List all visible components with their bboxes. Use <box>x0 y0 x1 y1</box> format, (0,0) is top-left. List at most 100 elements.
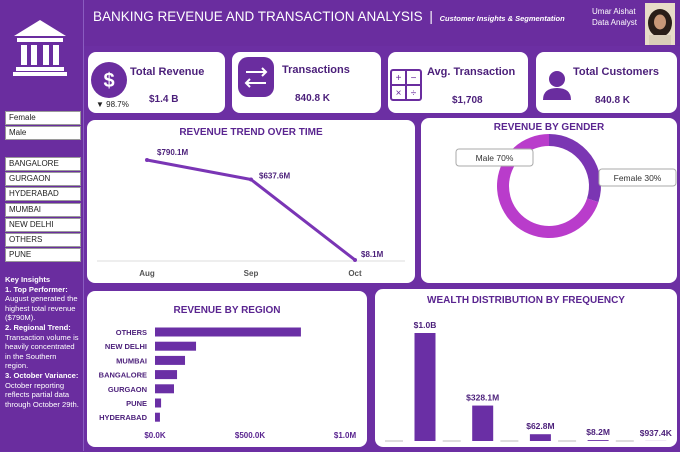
insight-heading: 2. Regional Trend: <box>5 323 71 332</box>
kpi-icon: +−× ÷ <box>390 69 422 101</box>
user-name: Umar Aishat <box>592 6 637 17</box>
avatar <box>645 3 675 45</box>
kpi-icon <box>238 57 274 97</box>
bar <box>472 406 493 441</box>
data-label: $8.2M <box>586 427 610 437</box>
point <box>353 258 357 262</box>
bar <box>155 342 196 351</box>
data-label: Female 30% <box>614 173 662 183</box>
gender-option[interactable]: Male <box>5 126 81 140</box>
x-tick-label: $0.0K <box>144 431 166 440</box>
y-tick-label: OTHERS <box>116 328 147 337</box>
bar <box>155 399 161 408</box>
city-option[interactable]: NEW DELHI <box>5 218 81 232</box>
y-tick-label: MUMBAI <box>116 356 147 365</box>
chart-card: WEALTH DISTRIBUTION BY FREQUENCY $1.0B $3… <box>375 289 677 447</box>
y-tick-label: HYDERABAD <box>99 413 148 422</box>
kpi-card: Transactions 840.8 K <box>232 52 381 113</box>
kpi-value: $1.4 B <box>149 94 178 105</box>
insight-text: October reporting reflects partial data … <box>5 381 79 409</box>
line-chart: REVENUE TREND OVER TIME $790.1M Aug $637.6… <box>87 120 415 283</box>
chart-title: WEALTH DISTRIBUTION BY FREQUENCY <box>427 295 625 306</box>
insight-heading: 1. Top Performer: <box>5 285 68 294</box>
bar <box>588 440 609 441</box>
chart-card: REVENUE BY REGION OTHERS NEW DELHI MUMBAI B… <box>87 291 367 447</box>
insights: Key Insights 1. Top Performer: August ge… <box>5 275 81 409</box>
data-label: $62.8M <box>526 421 554 431</box>
gender-option[interactable]: Female <box>5 111 81 125</box>
x-tick-label: $1.0M <box>334 431 357 440</box>
x-tick-label: Sep <box>244 269 259 278</box>
data-label: $8.1M <box>361 250 384 259</box>
city-option[interactable]: GURGAON <box>5 172 81 186</box>
city-option[interactable]: OTHERS <box>5 233 81 247</box>
svg-text:$: $ <box>103 70 114 92</box>
kpi-value: $1,708 <box>452 95 483 106</box>
bar <box>155 370 177 379</box>
kpi-label: Total Customers <box>573 66 659 78</box>
data-label: $328.1M <box>466 393 499 403</box>
insight-text: Transaction volume is heavily concentrat… <box>5 333 79 371</box>
header-title: BANKING REVENUE AND TRANSACTION ANALYSIS <box>93 9 423 24</box>
bar <box>155 356 185 365</box>
chart-title: REVENUE BY REGION <box>173 305 280 316</box>
kpi-icon: $ <box>90 61 128 99</box>
donut-chart: REVENUE BY GENDER Male 70% Female 30% <box>421 118 677 283</box>
header-subtitle: Customer Insights & Segmentation <box>440 14 565 23</box>
data-label: Male 70% <box>476 153 514 163</box>
chart-card: REVENUE BY GENDER Male 70% Female 30% <box>421 118 677 283</box>
svg-text:÷: ÷ <box>411 88 417 99</box>
kpi-change: ▼ 98.7% <box>96 100 129 109</box>
bar <box>155 413 160 422</box>
insight: 1. Top Performer: August generated the h… <box>5 285 81 323</box>
city-option[interactable]: MUMBAI <box>5 203 81 217</box>
svg-text:+: + <box>396 73 402 84</box>
city-option[interactable]: BANGALORE <box>5 157 81 171</box>
chart-title: REVENUE BY GENDER <box>494 122 605 133</box>
y-tick-label: NEW DELHI <box>105 342 147 351</box>
x-tick-label: Oct <box>348 269 362 278</box>
insight: 3. October Variance: October reporting r… <box>5 371 81 409</box>
y-tick-label: PUNE <box>126 399 147 408</box>
bank-icon <box>12 18 68 76</box>
kpi-value: 840.8 K <box>295 93 330 104</box>
kpi-card: Total Customers 840.8 K <box>536 52 677 113</box>
y-tick-label: GURGAON <box>108 385 147 394</box>
city-option[interactable]: PUNE <box>5 248 81 262</box>
point <box>145 158 149 162</box>
data-label: $790.1M <box>157 148 188 157</box>
bar <box>415 333 436 441</box>
city-option[interactable]: HYDERABAD <box>5 187 81 201</box>
chart-card: REVENUE TREND OVER TIME $790.1M Aug $637.6… <box>87 120 415 283</box>
user-info: Umar Aishat Data Analyst <box>592 6 637 28</box>
kpi-label: Transactions <box>282 64 350 76</box>
x-tick-label: $500.0K <box>235 431 265 440</box>
header-title-row: BANKING REVENUE AND TRANSACTION ANALYSIS… <box>93 9 565 24</box>
data-label: $937.4K <box>640 428 673 438</box>
kpi-label: Avg. Transaction <box>427 66 515 78</box>
svg-text:−: − <box>411 73 417 84</box>
line <box>147 160 355 260</box>
x-tick-label: Aug <box>139 269 155 278</box>
bar <box>155 384 174 393</box>
insights-title: Key Insights <box>5 275 81 285</box>
insight-heading: 3. October Variance: <box>5 371 78 380</box>
bar <box>155 328 301 337</box>
bar-chart: WEALTH DISTRIBUTION BY FREQUENCY $1.0B $3… <box>375 289 677 447</box>
y-tick-label: BANGALORE <box>99 371 147 380</box>
kpi-icon <box>542 70 572 100</box>
header: BANKING REVENUE AND TRANSACTION ANALYSIS… <box>84 0 680 46</box>
data-label: $1.0B <box>414 320 437 330</box>
donut-segment <box>549 134 601 202</box>
chart-title: REVENUE TREND OVER TIME <box>179 127 323 138</box>
data-label: $637.6M <box>259 171 290 180</box>
insight: 2. Regional Trend: Transaction volume is… <box>5 323 81 371</box>
svg-text:×: × <box>396 88 402 99</box>
kpi-label: Total Revenue <box>130 66 204 78</box>
kpi-card: +−× ÷ Avg. Transaction $1,708 <box>388 52 528 113</box>
bar-chart: REVENUE BY REGION OTHERS NEW DELHI MUMBAI B… <box>87 291 367 447</box>
point <box>249 177 253 181</box>
kpi-value: 840.8 K <box>595 95 630 106</box>
